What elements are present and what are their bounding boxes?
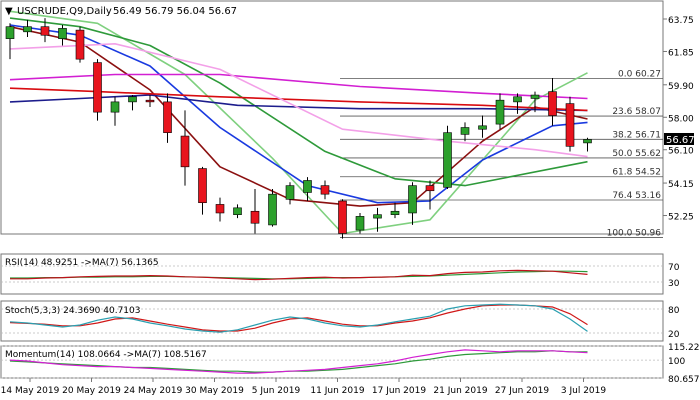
fib-level-label: 100.0 50.96 — [607, 229, 662, 239]
candle-body — [530, 94, 540, 99]
ma-darkred — [9, 25, 588, 207]
indicator-tick-label: 70 — [668, 263, 680, 273]
current-price-tag — [664, 133, 694, 145]
rsi-lines: 70 30 — [1, 263, 680, 289]
symbol-label: USCRUDE,Q9,Daily — [17, 6, 112, 17]
date-axis: 14 May 2019 20 May 2019 24 May 2019 30 May … — [1, 378, 606, 396]
indicator-tick-label: 115.2206 — [668, 343, 700, 353]
fib-level-label: 76.4 53.16 — [612, 191, 661, 201]
candle-body — [495, 99, 505, 125]
collapse-arrow-icon[interactable]: ▼ — [5, 6, 13, 17]
stoch-k-line — [9, 303, 588, 333]
fib-level-label: 23.6 58.07 — [612, 107, 661, 117]
indicator-tick-label: 30 — [668, 279, 680, 289]
date-label: 21 Jun 2019 — [433, 386, 487, 396]
ma-darkblue — [9, 94, 588, 112]
candle-body — [303, 180, 312, 193]
momentum-line — [9, 349, 588, 374]
candle-body — [373, 214, 382, 219]
indicator-tick-label: 80.6576 — [668, 375, 700, 385]
candle-body — [128, 96, 137, 103]
date-label: 14 May 2019 — [1, 386, 60, 396]
candle-body — [460, 127, 470, 135]
stoch-lines: 80 20 — [1, 303, 680, 340]
main-panel — [0, 0, 664, 235]
candle-body — [320, 185, 330, 195]
candle-body — [23, 26, 32, 33]
indicator-tick-label: 20 — [668, 330, 680, 340]
candle-body — [250, 210, 260, 224]
candle-body — [40, 26, 50, 36]
candle-body — [478, 125, 487, 130]
indicator-tick-label: 80 — [668, 306, 680, 316]
ma-green — [9, 17, 588, 187]
price-tick-label: 59.90 — [668, 82, 694, 92]
candle-body — [163, 101, 172, 133]
momentum-label: Momentum(14) 108.0664 ->MA(7) 108.5167 — [5, 350, 207, 360]
candle-body — [338, 200, 347, 234]
price-axis: 63.75 61.85 59.90 58.00 56.10 54.15 52.25 — [663, 16, 694, 223]
fib-level-label: 61.8 54.52 — [612, 168, 661, 178]
date-label: 3 Jul 2019 — [561, 386, 606, 396]
indicator-tick-label: 100 — [668, 357, 685, 367]
candle-body — [443, 132, 452, 188]
date-label: 24 May 2019 — [124, 386, 183, 396]
candle-body — [58, 28, 67, 39]
candle-body — [548, 91, 557, 116]
candlesticks — [5, 18, 592, 239]
candle-body — [565, 103, 575, 147]
date-label: 20 May 2019 — [62, 386, 121, 396]
candle-body — [180, 135, 190, 168]
ohlc-readout: 56.49 56.79 56.04 56.67 — [113, 6, 237, 17]
fib-level-label: 0.0 60.27 — [618, 69, 661, 79]
date-label: 30 May 2019 — [185, 386, 244, 396]
candle-body — [198, 168, 207, 204]
fib-level-label: 38.2 56.71 — [612, 130, 661, 140]
candle-body — [268, 193, 277, 226]
candle-body — [408, 185, 417, 214]
rsi-label: RSI(14) 48.9251 ->MA(7) 56.1365 — [5, 258, 159, 268]
candle-body — [390, 210, 400, 215]
price-tick-label: 63.75 — [668, 16, 694, 26]
fibonacci-levels: 0.0 60.27 23.6 58.07 38.2 56.71 50.0 55.62 6… — [340, 69, 663, 239]
date-label: 5 Jun 2019 — [252, 386, 301, 396]
candle-body — [145, 99, 155, 103]
candle-body — [233, 207, 242, 215]
candle-body — [355, 216, 365, 231]
candle-body — [110, 101, 120, 113]
price-tick-label: 61.85 — [668, 48, 694, 58]
current-price-label: 56.67 — [666, 135, 695, 146]
rsi-panel — [0, 253, 664, 295]
date-label: 27 Jun 2019 — [495, 386, 549, 396]
candle-body — [215, 204, 225, 214]
candle-body — [285, 185, 295, 200]
price-tick-label: 56.10 — [668, 147, 694, 157]
candle-body — [75, 29, 85, 60]
candle-body — [583, 139, 592, 144]
ma-pink — [9, 42, 588, 158]
date-label: 17 Jun 2019 — [372, 386, 426, 396]
candle-body — [425, 185, 435, 192]
rsi-line — [10, 269, 588, 281]
price-tick-label: 52.25 — [668, 213, 694, 223]
price-tick-label: 54.15 — [668, 180, 694, 190]
price-tick-label: 58.00 — [668, 114, 694, 124]
date-label: 11 Jun 2019 — [310, 386, 364, 396]
momentum-lines: 115.2206 100 80.6576 — [1, 343, 700, 385]
candle-body — [5, 26, 15, 39]
stoch-label: Stoch(5,3,3) 24.3690 40.7103 — [5, 306, 140, 316]
candle-body — [93, 62, 102, 113]
fib-level-label: 50.0 55.62 — [612, 149, 661, 159]
ma-blue — [9, 24, 588, 204]
candle-body — [513, 96, 522, 103]
